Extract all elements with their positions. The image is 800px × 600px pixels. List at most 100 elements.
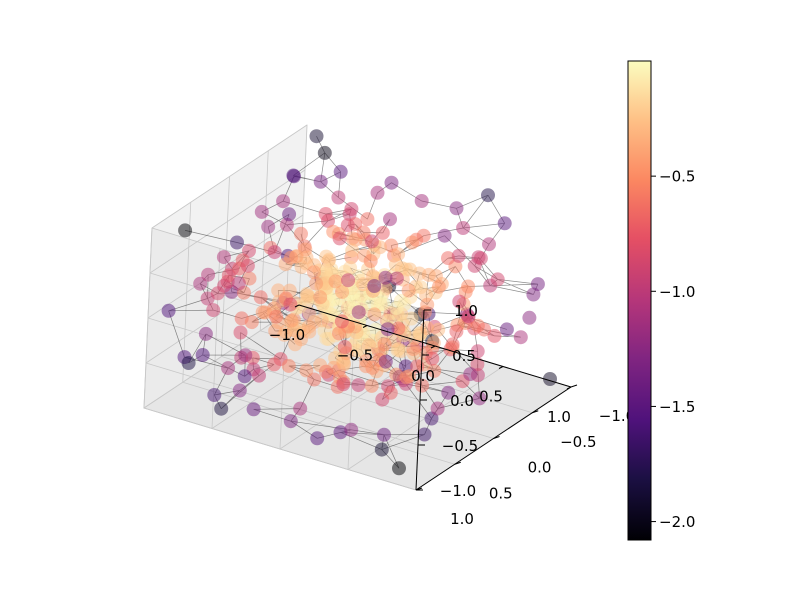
scatter-point: [405, 235, 419, 250]
scatter-point: [336, 377, 351, 392]
z-tick-label: 0.0: [450, 392, 474, 410]
scatter-point: [181, 356, 196, 370]
scatter-point: [277, 327, 292, 342]
scatter-point: [420, 321, 435, 335]
scatter-point: [543, 372, 557, 386]
scatter-point: [470, 344, 485, 359]
colorbar: −2.0 −1.5 −1.0 −0.5: [627, 60, 695, 541]
scatter-point: [426, 336, 441, 350]
scatter-point: [389, 271, 404, 286]
scatter-point: [313, 174, 328, 189]
scatter-point: [309, 276, 324, 291]
scatter-point: [415, 378, 430, 393]
x-tick-label: 0.0: [411, 367, 435, 385]
scatter-point: [319, 263, 334, 278]
scatter-point: [337, 340, 352, 354]
scatter-point: [282, 207, 297, 222]
x-tick: [362, 325, 368, 328]
y-tick-label: −1.0: [599, 407, 635, 425]
scatter-point: [286, 168, 301, 183]
scatter-point: [333, 164, 348, 179]
scatter-point: [490, 272, 505, 287]
x-tick: [430, 345, 436, 349]
scatter-point: [359, 353, 374, 368]
scatter-point: [340, 218, 355, 233]
scatter-point: [214, 401, 229, 416]
colorbar-tick-label: −2.0: [659, 513, 695, 531]
scatter-point: [193, 276, 208, 291]
colorbar-frame: [627, 60, 652, 541]
scatter-point: [198, 326, 213, 341]
scatter-point: [482, 237, 496, 252]
x-tick: [566, 386, 572, 390]
y-tick-label: 0.5: [489, 484, 513, 502]
scatter-point: [414, 194, 429, 208]
scatter-point: [307, 372, 322, 387]
scatter-point: [221, 361, 236, 376]
scatter-point: [451, 248, 466, 263]
y-tick-label: 1.0: [450, 510, 474, 528]
scatter-point: [313, 290, 328, 305]
scatter-point: [334, 314, 349, 329]
scatter-point: [246, 402, 261, 417]
scatter-point: [402, 262, 417, 277]
scatter-point: [294, 226, 308, 241]
x-tick: [294, 304, 300, 308]
scatter-point: [383, 385, 398, 400]
scatter-point: [363, 254, 378, 268]
scatter-point: [370, 185, 385, 200]
scatter-point: [302, 306, 317, 321]
scatter-point: [404, 311, 419, 326]
scatter-point: [178, 223, 193, 238]
scatter-point: [463, 367, 478, 382]
scatter-point: [230, 235, 244, 250]
grid-line: [143, 227, 153, 409]
scatter-points: [161, 129, 557, 476]
colorbar-tick-label: −1.5: [659, 398, 695, 416]
scatter-point: [346, 292, 361, 307]
scatter-point: [318, 207, 333, 221]
scatter-point: [513, 330, 528, 345]
scatter-point: [431, 279, 446, 294]
x-tick-label: 0.5: [479, 388, 503, 406]
grid-line: [143, 407, 417, 491]
scatter-point: [470, 357, 485, 372]
scatter-point: [307, 265, 321, 280]
scatter-point: [425, 351, 440, 366]
scatter-point: [477, 322, 492, 337]
y-tick: [493, 436, 500, 439]
scatter-point: [430, 401, 445, 416]
scatter-point: [421, 267, 436, 282]
scatter-point: [319, 249, 334, 264]
scatter-point: [367, 279, 382, 293]
scatter-point: [343, 260, 358, 275]
scatter-point: [267, 245, 282, 260]
scatter-point: [301, 319, 316, 334]
scatter-point: [267, 357, 282, 372]
scatter-point: [356, 225, 371, 240]
grid-line: [151, 124, 308, 229]
scatter-point: [424, 411, 439, 426]
scatter-point: [310, 431, 325, 446]
scatter-point: [341, 273, 356, 288]
grid-line: [147, 214, 304, 319]
scatter-point: [456, 221, 471, 235]
scatter-point: [328, 274, 343, 289]
scatter-point: [240, 258, 255, 273]
scatter-point: [345, 243, 360, 258]
scatter-point: [393, 293, 408, 308]
scatter-point: [351, 378, 366, 393]
z-tick-label: 1.0: [454, 302, 478, 320]
z-tick-label: −0.5: [442, 437, 478, 455]
scatter-point: [344, 202, 359, 216]
scatter-point: [242, 271, 257, 286]
scatter-point: [351, 305, 366, 320]
scatter-point: [417, 427, 432, 442]
scatter-point: [399, 370, 414, 385]
scatter-point: [217, 278, 232, 293]
grid-line: [221, 356, 494, 439]
scatter-point: [231, 276, 246, 291]
scatter-point: [293, 401, 308, 416]
scatter-point: [333, 425, 348, 440]
x-tick: [498, 366, 504, 369]
